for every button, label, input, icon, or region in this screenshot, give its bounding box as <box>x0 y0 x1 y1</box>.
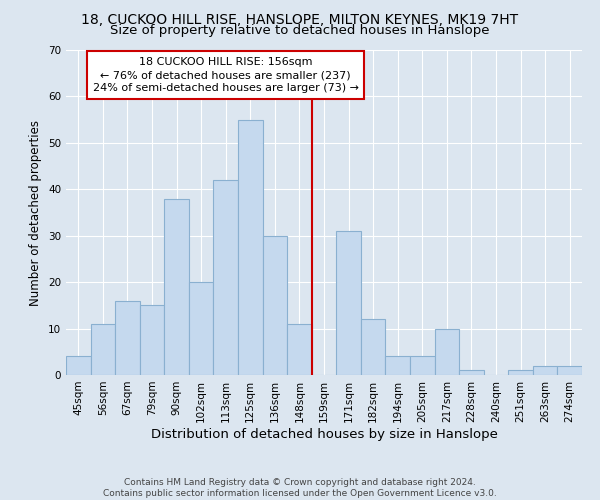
Bar <box>91 324 115 375</box>
Bar <box>214 180 238 375</box>
Bar <box>336 231 361 375</box>
Bar <box>557 366 582 375</box>
Y-axis label: Number of detached properties: Number of detached properties <box>29 120 43 306</box>
Bar <box>115 300 140 375</box>
Bar <box>164 198 189 375</box>
Bar <box>508 370 533 375</box>
Bar <box>533 366 557 375</box>
Bar <box>434 328 459 375</box>
X-axis label: Distribution of detached houses by size in Hanslope: Distribution of detached houses by size … <box>151 428 497 440</box>
Bar <box>410 356 434 375</box>
Text: Size of property relative to detached houses in Hanslope: Size of property relative to detached ho… <box>110 24 490 37</box>
Text: Contains HM Land Registry data © Crown copyright and database right 2024.
Contai: Contains HM Land Registry data © Crown c… <box>103 478 497 498</box>
Text: 18 CUCKOO HILL RISE: 156sqm
← 76% of detached houses are smaller (237)
24% of se: 18 CUCKOO HILL RISE: 156sqm ← 76% of det… <box>93 57 359 94</box>
Bar <box>238 120 263 375</box>
Bar <box>361 320 385 375</box>
Bar <box>263 236 287 375</box>
Bar <box>385 356 410 375</box>
Text: 18, CUCKOO HILL RISE, HANSLOPE, MILTON KEYNES, MK19 7HT: 18, CUCKOO HILL RISE, HANSLOPE, MILTON K… <box>82 12 518 26</box>
Bar <box>189 282 214 375</box>
Bar <box>66 356 91 375</box>
Bar <box>140 306 164 375</box>
Bar <box>459 370 484 375</box>
Bar <box>287 324 312 375</box>
